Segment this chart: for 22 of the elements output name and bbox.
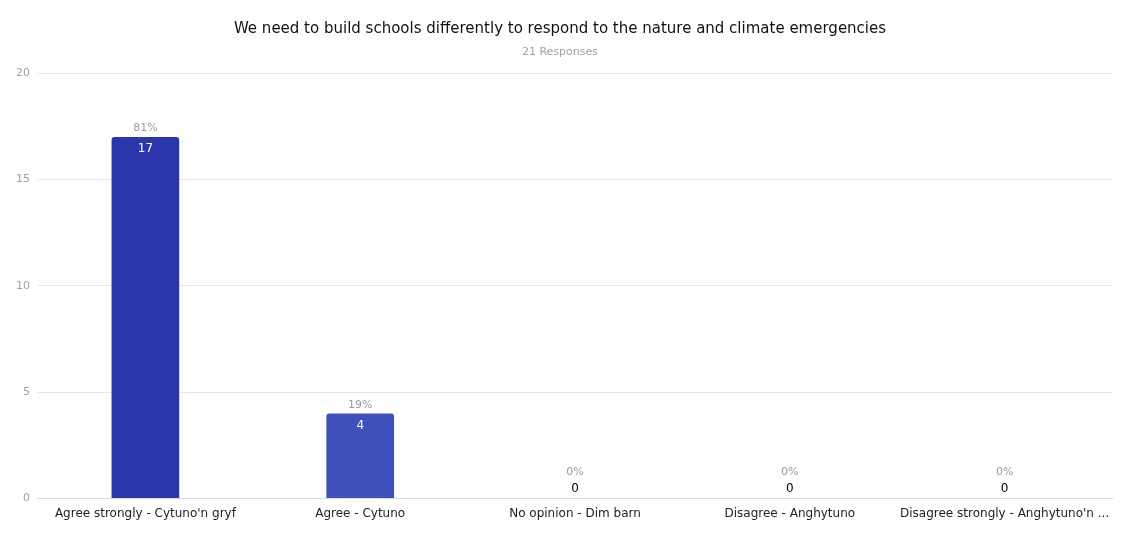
annotation: 19% <box>347 397 373 411</box>
x-tick-label: Disagree strongly - Anghytuno'n ... <box>900 505 1110 520</box>
y-tick-label: 10 <box>16 278 30 292</box>
data-label: 4 <box>356 417 365 432</box>
annotation: 81% <box>133 121 158 135</box>
x-tick-label: Disagree - Anghytuno <box>724 505 856 520</box>
annotation: 0% <box>781 464 799 478</box>
chart-title: We need to build schools differently to respond to the nature and climate emergencies <box>233 18 887 37</box>
annotation: 0% <box>995 464 1014 478</box>
chart-subtitle: 21 Responses <box>521 45 599 59</box>
data-label: 0 <box>1000 480 1009 495</box>
y-tick-label: 15 <box>16 172 30 186</box>
x-tick-label: Agree - Cytuno <box>315 505 406 520</box>
data-label: 0 <box>785 480 794 495</box>
annotation: 0% <box>566 464 584 478</box>
y-tick-label: 20 <box>16 66 30 80</box>
y-tick-label: 5 <box>23 385 30 399</box>
x-tick-label: Agree strongly - Cytuno'n gryf <box>54 505 237 520</box>
x-tick-label: No opinion - Dim barn <box>509 505 641 520</box>
data-label: 17 <box>137 141 154 156</box>
data-label: 0 <box>571 480 579 495</box>
y-tick-label: 0 <box>23 491 30 505</box>
